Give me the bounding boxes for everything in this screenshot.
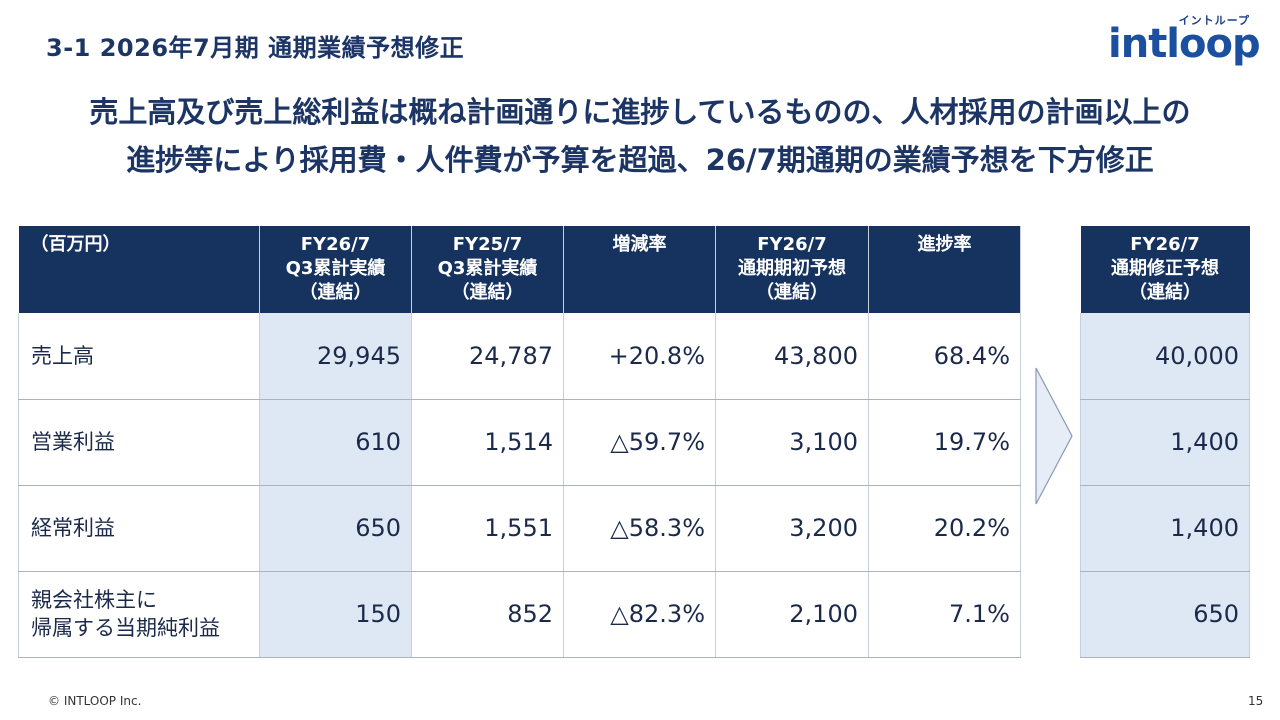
table-row: 1,400 <box>1080 485 1250 572</box>
header-unit: （百万円） <box>18 226 260 313</box>
logo-wordmark: intloop <box>1108 21 1261 67</box>
revised-value-operating-profit: 1,400 <box>1080 399 1250 486</box>
company-logo: イントループ intloop <box>1108 12 1261 68</box>
results-header-row: （百万円） FY26/7 Q3累計実績 （連結） FY25/7 Q3累計実績 （連結） … <box>18 226 1021 313</box>
cell-value: 7.1% <box>868 571 1021 658</box>
cell-value: △82.3% <box>563 571 716 658</box>
row-label-sales: 売上高 <box>18 313 260 400</box>
headline-line-2: 進捗等により採用費・人件費が予算を超過、26/7期通期の業績予想を下方修正 <box>126 143 1154 177</box>
headline-line-1: 売上高及び売上総利益は概ね計画通りに進捗しているものの、人材採用の計画以上の <box>89 95 1191 129</box>
table-row: 経常利益 650 1,551 △58.3% 3,200 20.2% <box>18 485 1021 572</box>
cell-value: 3,100 <box>715 399 869 486</box>
row-label-operating-profit: 営業利益 <box>18 399 260 486</box>
logo-kana: イントループ <box>1178 14 1250 27</box>
cell-value: 43,800 <box>715 313 869 400</box>
cell-value: △58.3% <box>563 485 716 572</box>
table-row: 売上高 29,945 24,787 +20.8% 43,800 68.4% <box>18 313 1021 400</box>
header-change-rate: 増減率 <box>563 226 716 313</box>
cell-value: 650 <box>259 485 412 572</box>
cell-value: 20.2% <box>868 485 1021 572</box>
revised-value-sales: 40,000 <box>1080 313 1250 400</box>
header-progress-rate: 進捗率 <box>868 226 1021 313</box>
page-number: 15 <box>1248 694 1264 708</box>
header-fy25-q3: FY25/7 Q3累計実績 （連結） <box>411 226 564 313</box>
cell-value: 2,100 <box>715 571 869 658</box>
copyright: © INTLOOP Inc. <box>48 694 142 708</box>
cell-value: 29,945 <box>259 313 412 400</box>
table-row: 40,000 <box>1080 313 1250 400</box>
cell-value: 68.4% <box>868 313 1021 400</box>
cell-value: 1,514 <box>411 399 564 486</box>
cell-value: 3,200 <box>715 485 869 572</box>
table-row: 親会社株主に 帰属する当期純利益 150 852 △82.3% 2,100 7.1… <box>18 571 1021 658</box>
cell-value: 24,787 <box>411 313 564 400</box>
header-fy26-revised-forecast: FY26/7 通期修正予想 （連結） <box>1080 226 1250 313</box>
cell-value: 150 <box>259 571 412 658</box>
cell-value: 610 <box>259 399 412 486</box>
table-row: 営業利益 610 1,514 △59.7% 3,100 19.7% <box>18 399 1021 486</box>
row-label-ordinary-profit: 経常利益 <box>18 485 260 572</box>
table-row: 650 <box>1080 571 1250 658</box>
revised-forecast-table: FY26/7 通期修正予想 （連結） 40,000 1,400 1,400 650 <box>1080 226 1250 658</box>
cell-value: 1,551 <box>411 485 564 572</box>
cell-value: +20.8% <box>563 313 716 400</box>
headline: 売上高及び売上総利益は概ね計画通りに進捗しているものの、人材採用の計画以上の 進… <box>0 88 1280 184</box>
row-label-net-income: 親会社株主に 帰属する当期純利益 <box>18 571 260 658</box>
header-fy26-initial-forecast: FY26/7 通期期初予想 （連結） <box>715 226 869 313</box>
cell-value: 19.7% <box>868 399 1021 486</box>
cell-value: △59.7% <box>563 399 716 486</box>
header-fy26-q3: FY26/7 Q3累計実績 （連結） <box>259 226 412 313</box>
slide-title: 3-1 2026年7月期 通期業績予想修正 <box>46 34 465 62</box>
results-table: （百万円） FY26/7 Q3累計実績 （連結） FY25/7 Q3累計実績 （連結） … <box>18 226 1021 658</box>
cell-value: 852 <box>411 571 564 658</box>
chevron-right-icon <box>1035 367 1073 505</box>
revised-value-net-income: 650 <box>1080 571 1250 658</box>
revised-value-ordinary-profit: 1,400 <box>1080 485 1250 572</box>
table-row: 1,400 <box>1080 399 1250 486</box>
